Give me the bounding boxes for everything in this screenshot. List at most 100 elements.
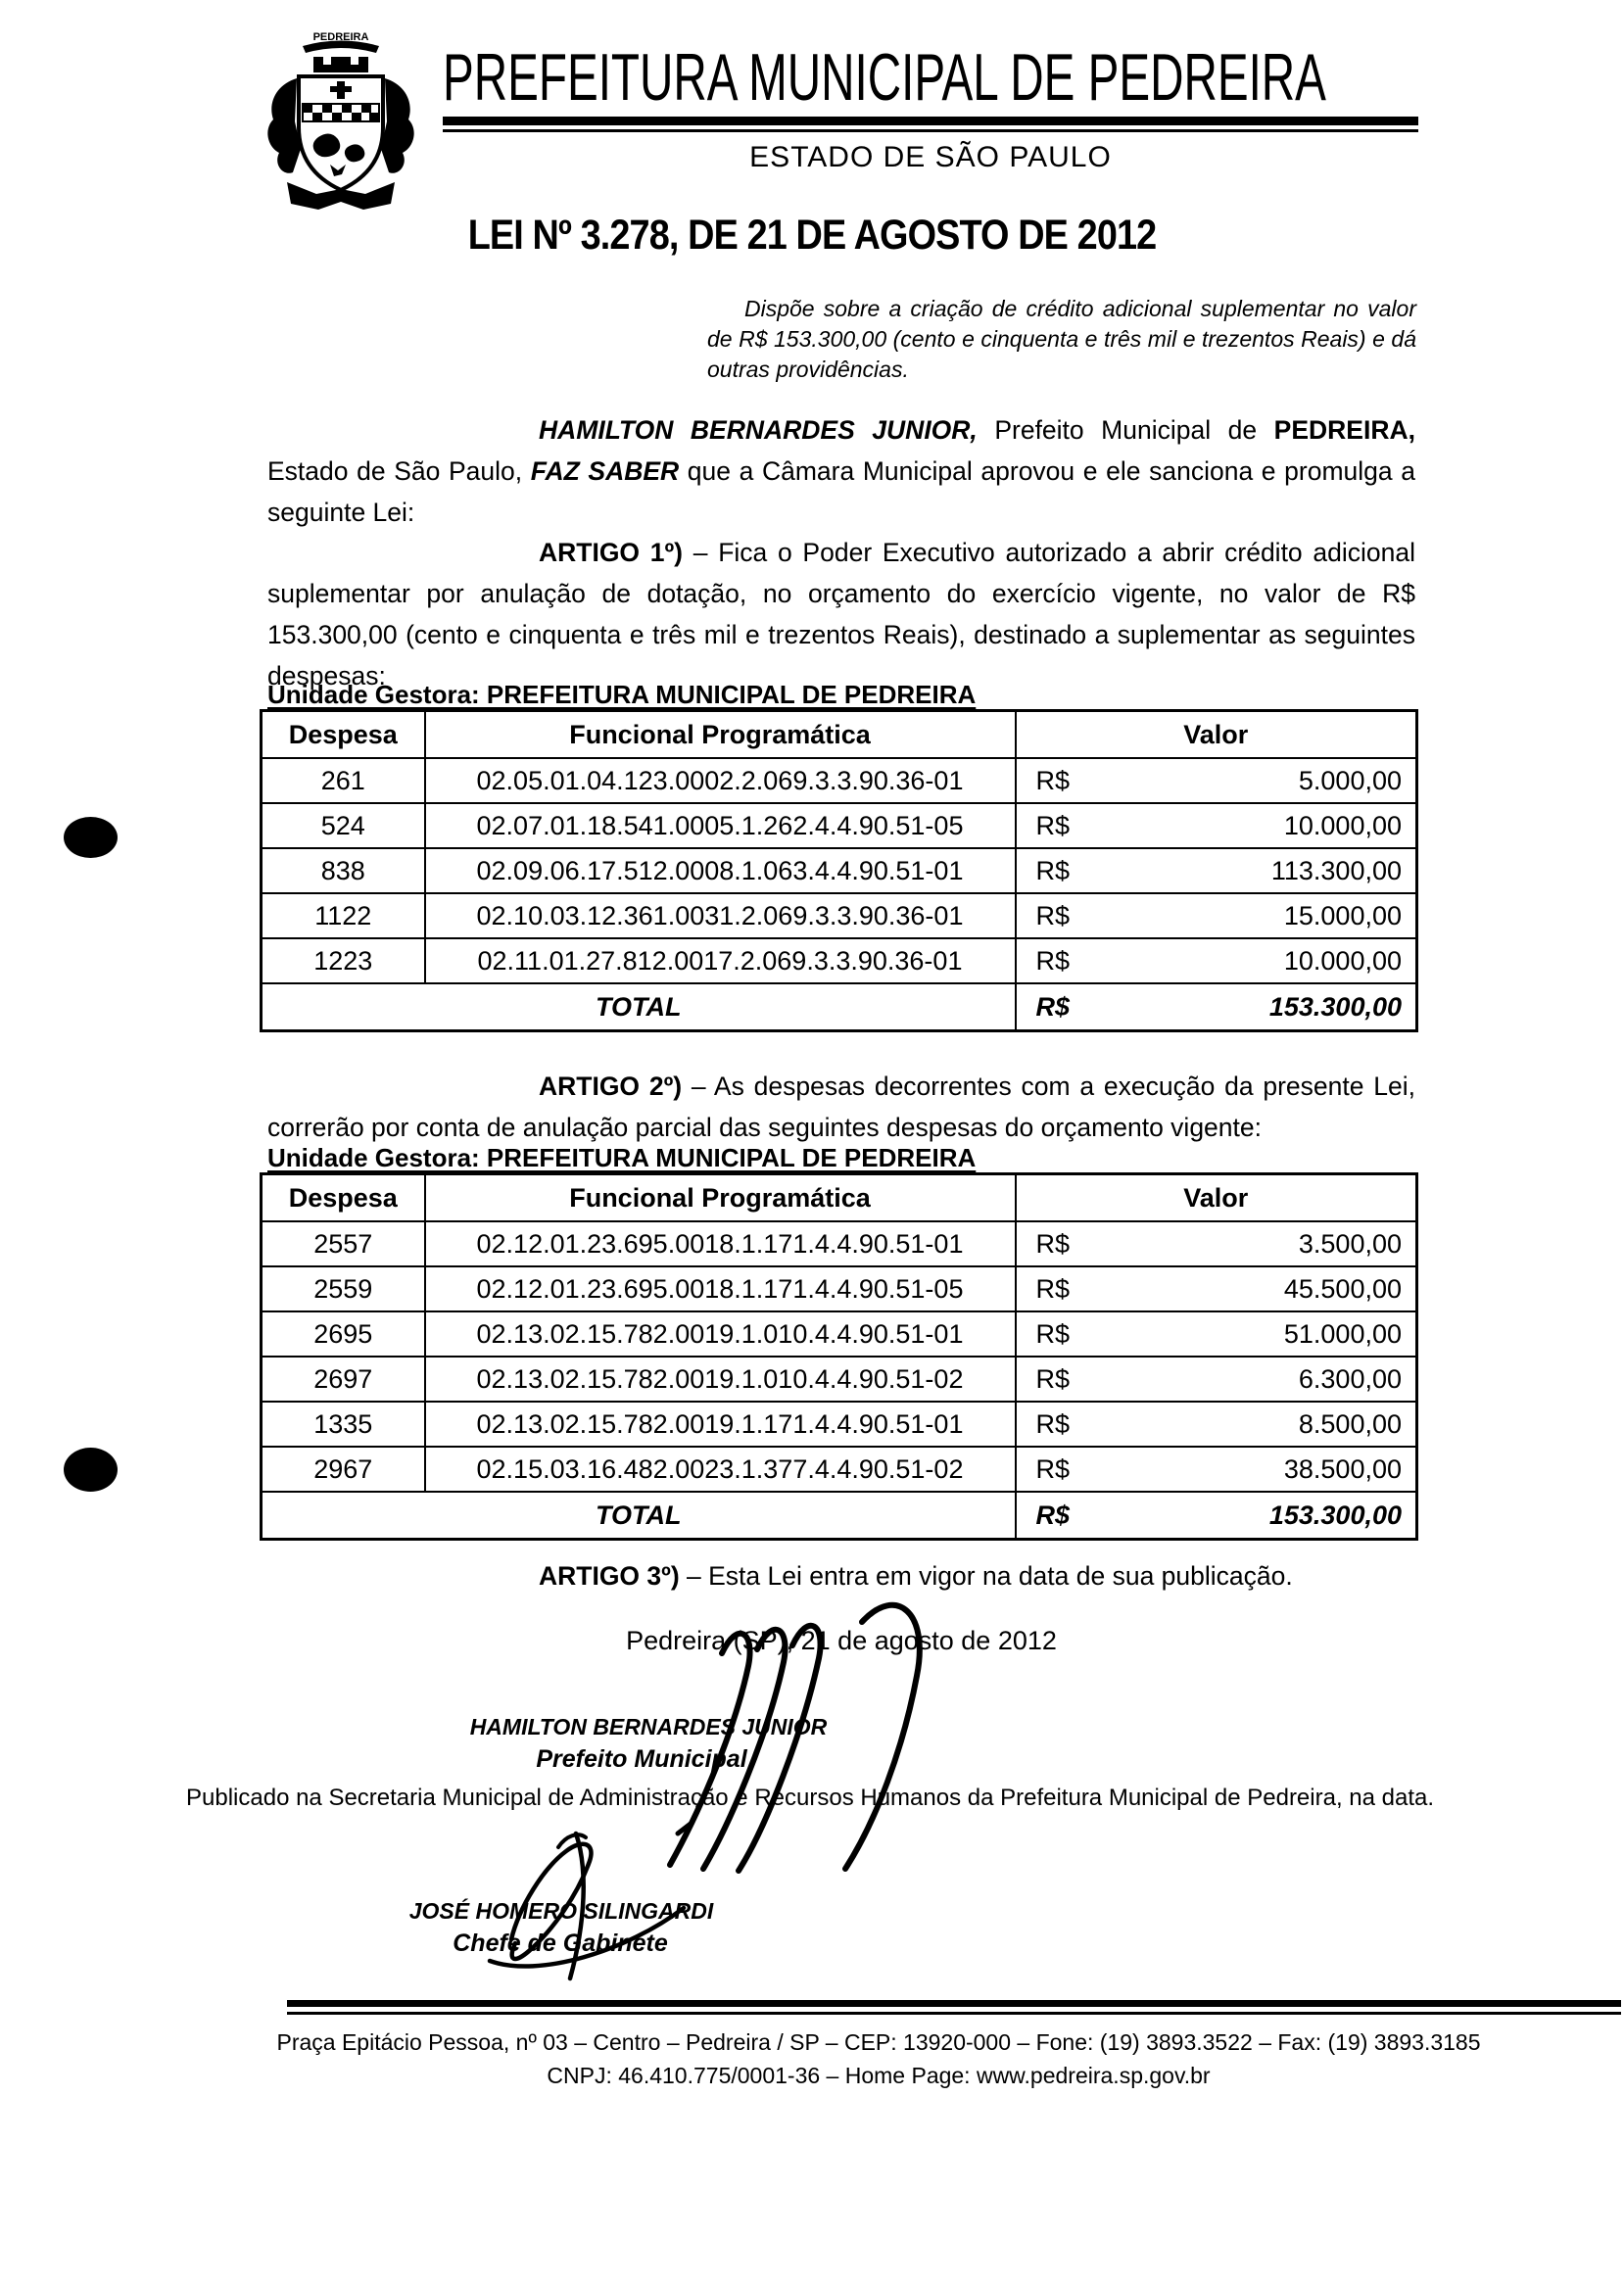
cell-valor: R$ 5.000,00 <box>1014 757 1418 804</box>
faz-saber-inline: FAZ SABER <box>530 456 680 486</box>
cell-despesa: 2695 <box>260 1310 426 1358</box>
signature-2-role: Chefe de Gabinete <box>453 1930 668 1957</box>
cell-valor: R$ 113.300,00 <box>1014 847 1418 894</box>
cell-funcional: 02.07.01.18.541.0005.1.262.4.4.90.51-05 <box>423 802 1017 849</box>
article-2-label: ARTIGO 2º) <box>539 1072 683 1101</box>
valor-amount: 8.500,00 <box>1298 1408 1402 1439</box>
valor-amount: 15.000,00 <box>1283 900 1402 930</box>
unit-heading-1: Unidade Gestora: PREFEITURA MUNICIPAL DE… <box>267 680 977 709</box>
cell-valor: R$ 6.300,00 <box>1014 1356 1418 1403</box>
table-row: 2559 02.12.01.23.695.0018.1.171.4.4.90.5… <box>260 1265 1418 1312</box>
cell-despesa: 524 <box>260 802 426 849</box>
cell-funcional: 02.09.06.17.512.0008.1.063.4.4.90.51-01 <box>423 847 1017 894</box>
valor-amount: 45.500,00 <box>1283 1273 1402 1304</box>
date-line: Pedreira (SP), 21 de agosto de 2012 <box>626 1626 1057 1655</box>
table-header-row: Despesa Funcional Programática Valor <box>260 709 1418 759</box>
cell-funcional: 02.15.03.16.482.0023.1.377.4.4.90.51-02 <box>423 1446 1017 1493</box>
col-header-valor: Valor <box>1014 1172 1418 1222</box>
total-label: TOTAL <box>260 1491 1017 1541</box>
currency-symbol: R$ <box>1035 1453 1071 1484</box>
currency-symbol: R$ <box>1035 1363 1071 1394</box>
cell-total-valor: R$ 153.300,00 <box>1014 982 1418 1032</box>
article-1-text: – Fica o Poder Executivo autorizado a ab… <box>267 538 1415 691</box>
credit-table-2: Despesa Funcional Programática Valor 255… <box>260 1172 1418 1541</box>
currency-symbol: R$ <box>1035 1273 1071 1304</box>
table-row: 2967 02.15.03.16.482.0023.1.377.4.4.90.5… <box>260 1446 1418 1493</box>
preamble-text: Prefeito Municipal de <box>977 415 1274 445</box>
valor-amount: 51.000,00 <box>1283 1318 1402 1349</box>
cell-funcional: 02.10.03.12.361.0031.2.069.3.3.90.36-01 <box>423 892 1017 939</box>
valor-amount: 5.000,00 <box>1298 765 1402 795</box>
preamble-text: Estado de São Paulo, <box>267 456 531 486</box>
credit-table-1: Despesa Funcional Programática Valor 261… <box>260 709 1418 1032</box>
table-row: 261 02.05.01.04.123.0002.2.069.3.3.90.36… <box>260 757 1418 804</box>
preamble-text: que a Câmara Municipal aprovou e ele san… <box>267 456 1415 527</box>
total-label: TOTAL <box>260 982 1017 1032</box>
table-row: 2697 02.13.02.15.782.0019.1.010.4.4.90.5… <box>260 1356 1418 1403</box>
footer-divider <box>287 2000 1621 2015</box>
signature-1-role: Prefeito Municipal <box>536 1745 747 1773</box>
signature-1-name: HAMILTON BERNARDES JUNIOR <box>469 1714 828 1739</box>
publication-note: Publicado na Secretaria Municipal de Adm… <box>186 1785 1435 1811</box>
table-total-row: TOTAL R$ 153.300,00 <box>260 982 1418 1032</box>
crest-checky-band <box>302 103 380 122</box>
currency-symbol: R$ <box>1035 1500 1071 1530</box>
article-1-paragraph: ARTIGO 1º) – Fica o Poder Executivo auto… <box>267 532 1415 696</box>
cell-despesa: 2967 <box>260 1446 426 1493</box>
total-amount: 153.300,00 <box>1268 991 1402 1022</box>
law-summary: Dispõe sobre a criação de crédito adicio… <box>707 296 1416 382</box>
mayor-name-inline: HAMILTON BERNARDES JUNIOR, <box>539 415 978 445</box>
law-title: LEI Nº 3.278, DE 21 DE AGOSTO DE 2012 <box>467 212 1158 259</box>
crest-banner-text: PEDREIRA <box>313 31 369 43</box>
cell-valor: R$ 38.500,00 <box>1014 1446 1418 1493</box>
hole-punch-mark-icon <box>64 1448 118 1492</box>
cell-funcional: 02.13.02.15.782.0019.1.171.4.4.90.51-01 <box>423 1401 1017 1448</box>
cell-despesa: 1223 <box>260 937 426 984</box>
table-row: 2557 02.12.01.23.695.0018.1.171.4.4.90.5… <box>260 1220 1418 1267</box>
cell-funcional: 02.05.01.04.123.0002.2.069.3.3.90.36-01 <box>423 757 1017 804</box>
table-row: 2695 02.13.02.15.782.0019.1.010.4.4.90.5… <box>260 1310 1418 1358</box>
article-3-label: ARTIGO 3º) <box>539 1561 680 1591</box>
article-3-paragraph: ARTIGO 3º) – Esta Lei entra em vigor na … <box>267 1555 1415 1596</box>
cell-despesa: 261 <box>260 757 426 804</box>
city-name-inline: PEDREIRA, <box>1273 415 1415 445</box>
article-3-text: – Esta Lei entra em vigor na data de sua… <box>679 1561 1293 1591</box>
cell-valor: R$ 45.500,00 <box>1014 1265 1418 1312</box>
currency-symbol: R$ <box>1035 855 1071 885</box>
table-header-row: Despesa Funcional Programática Valor <box>260 1172 1418 1222</box>
valor-amount: 113.300,00 <box>1270 855 1402 885</box>
footer-cnpj-line: CNPJ: 46.410.775/0001-36 – Home Page: ww… <box>547 2063 1211 2088</box>
currency-symbol: R$ <box>1035 765 1071 795</box>
currency-symbol: R$ <box>1035 1408 1071 1439</box>
valor-amount: 10.000,00 <box>1283 810 1402 840</box>
cell-despesa: 2559 <box>260 1265 426 1312</box>
cell-valor: R$ 10.000,00 <box>1014 937 1418 984</box>
table-row: 1122 02.10.03.12.361.0031.2.069.3.3.90.3… <box>260 892 1418 939</box>
cell-funcional: 02.12.01.23.695.0018.1.171.4.4.90.51-01 <box>423 1220 1017 1267</box>
article-2-paragraph: ARTIGO 2º) – As despesas decorrentes com… <box>267 1066 1415 1148</box>
signature-2-name: JOSÉ HOMERO SILINGARDI <box>408 1898 714 1924</box>
mayor-signature-icon <box>583 1591 955 1877</box>
footer-address-line: Praça Epitácio Pessoa, nº 03 – Centro – … <box>276 2029 1481 2055</box>
currency-symbol: R$ <box>1035 991 1071 1022</box>
cell-valor: R$ 10.000,00 <box>1014 802 1418 849</box>
article-2-text: – As despesas decorrentes com a execução… <box>267 1072 1416 1142</box>
valor-amount: 6.300,00 <box>1298 1363 1402 1394</box>
hole-punch-mark-icon <box>64 817 118 858</box>
cell-valor: R$ 15.000,00 <box>1014 892 1418 939</box>
valor-amount: 38.500,00 <box>1283 1453 1402 1484</box>
col-header-valor: Valor <box>1014 709 1418 759</box>
currency-symbol: R$ <box>1035 810 1071 840</box>
table-row: 838 02.09.06.17.512.0008.1.063.4.4.90.51… <box>260 847 1418 894</box>
table-total-row: TOTAL R$ 153.300,00 <box>260 1491 1418 1541</box>
col-header-despesa: Despesa <box>260 1172 426 1222</box>
currency-symbol: R$ <box>1035 1228 1071 1259</box>
municipal-crest-icon: PEDREIRA <box>258 27 424 215</box>
chief-signature-icon <box>460 1814 705 1990</box>
cell-funcional: 02.13.02.15.782.0019.1.010.4.4.90.51-01 <box>423 1310 1017 1358</box>
unit-heading-2: Unidade Gestora: PREFEITURA MUNICIPAL DE… <box>267 1143 977 1172</box>
col-header-funcional: Funcional Programática <box>423 709 1017 759</box>
currency-symbol: R$ <box>1035 945 1071 976</box>
cell-despesa: 1122 <box>260 892 426 939</box>
